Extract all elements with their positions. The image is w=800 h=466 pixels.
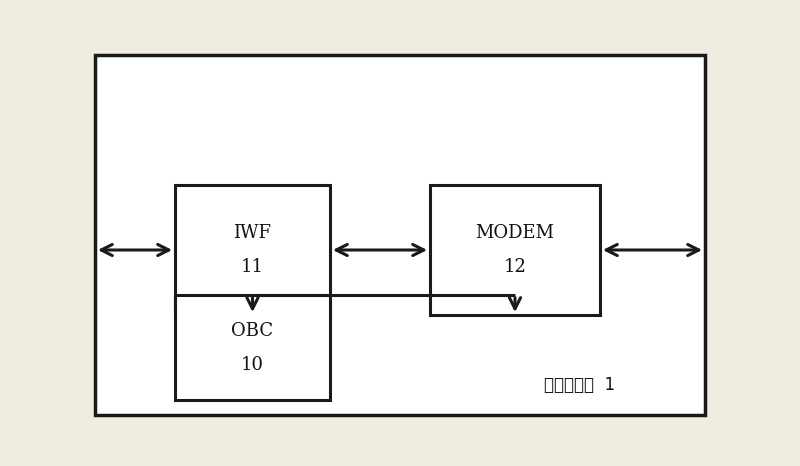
Bar: [175, 185, 330, 315]
Text: 12: 12: [503, 258, 526, 276]
Text: 10: 10: [241, 356, 264, 374]
Bar: [175, 295, 330, 400]
Text: IWF: IWF: [234, 224, 271, 242]
Text: MODEM: MODEM: [475, 224, 554, 242]
Text: 11: 11: [241, 258, 264, 276]
Text: 线路接入卡  1: 线路接入卡 1: [545, 376, 615, 394]
Text: OBC: OBC: [231, 322, 274, 340]
Bar: [95, 55, 705, 415]
Bar: [430, 185, 600, 315]
